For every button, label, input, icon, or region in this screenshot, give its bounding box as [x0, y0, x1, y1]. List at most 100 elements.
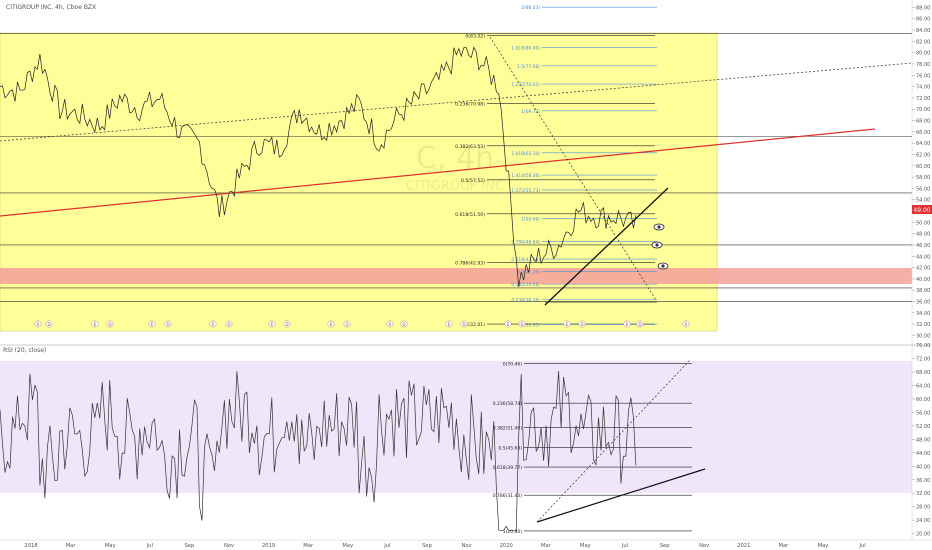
- event-marker: [106, 320, 114, 328]
- price-tick-label: 68.00: [916, 119, 930, 125]
- event-marker: [623, 320, 631, 328]
- watermark-name: CITIGROUP INC: [406, 179, 504, 194]
- rsi-tick-label: 24.00: [916, 518, 930, 524]
- fib-ext-label: 0.618(43.50): [511, 257, 540, 263]
- time-axis-label: 2021: [737, 543, 750, 549]
- rsi-tick-label: 20.00: [916, 532, 930, 538]
- rsi-fib-label: 1(20.80): [503, 529, 523, 535]
- rsi-fib-label: 0.618(39.77): [493, 465, 523, 471]
- event-marker-label: D: [462, 322, 465, 327]
- fib-ext-label: 0(31.95): [521, 322, 540, 328]
- event-marker-label: D: [108, 322, 111, 327]
- time-axis: 2018 Mar May Jul Sep Nov 2019 Mar May Jul Sep Nov 20…: [0, 539, 932, 549]
- time-axis-label: May: [818, 543, 829, 549]
- time-axis-label: May: [580, 543, 591, 549]
- event-marker: [445, 320, 453, 328]
- event-marker: [91, 320, 99, 328]
- time-axis-label: 2019: [262, 543, 275, 549]
- rsi-tick-label: 56.00: [916, 410, 930, 416]
- yellow-highlight-zone: [0, 32, 718, 332]
- event-marker: [225, 320, 233, 328]
- event-marker: [578, 320, 586, 328]
- price-tick-label: 60.00: [916, 164, 930, 170]
- current-price-badge: [912, 205, 932, 214]
- price-panel: 0(83.02) 0.236(70.98) 0.382(63.53) 0.5(57.5…: [0, 5, 913, 332]
- price-tick-label: 58.00: [916, 175, 930, 181]
- fib-main-label: 0(83.02): [465, 34, 485, 40]
- rsi-tick-label: 52.00: [916, 424, 930, 430]
- dotted-trendline: [0, 62, 913, 142]
- price-tick-label: 38.00: [916, 288, 930, 294]
- event-marker-label: E: [626, 322, 629, 327]
- eye-pupil: [661, 264, 665, 268]
- price-tick-label: 74.00: [916, 85, 930, 91]
- fib-ext-label: 1(50.66): [521, 217, 540, 223]
- fib-ext-label: 2(88.03): [521, 5, 540, 11]
- event-marker-label: D: [402, 322, 405, 327]
- rsi-tick-label: 28.00: [916, 505, 930, 511]
- price-tick-label: 46.00: [916, 243, 930, 249]
- time-axis-label: 2020: [500, 543, 513, 549]
- rsi-tick-label: 40.00: [916, 464, 930, 470]
- price-tick-label: 32.00: [916, 322, 930, 328]
- rsi-axis: 20.00 24.00 28.00 32.00 36.00 40.00 44.00 48.00…: [911, 343, 930, 540]
- event-marker: [400, 320, 408, 328]
- rsi-tick-label: 44.00: [916, 451, 930, 457]
- price-tick-label: 78.00: [916, 62, 930, 68]
- event-marker-label: E: [212, 322, 215, 327]
- event-marker-label: D: [166, 322, 169, 327]
- event-marker: [164, 320, 172, 328]
- fib-ext-label: 1(69.72): [521, 109, 540, 115]
- price-tick-label: 84.00: [916, 28, 930, 34]
- fib-ext-label: 0.236(36.36): [511, 297, 540, 303]
- event-marker-label: E: [566, 322, 569, 327]
- price-tick-label: 30.00: [916, 333, 930, 339]
- rsi-tick-label: 72.00: [916, 357, 930, 363]
- price-tick-label: 44.00: [916, 254, 930, 260]
- rsi-panel: RSI (20, close) 0(70.46) 0.236(58.74) 0.38…: [0, 347, 912, 535]
- event-marker-label: D: [47, 322, 50, 327]
- event-marker: [283, 320, 291, 328]
- event-marker-label: E: [37, 322, 40, 327]
- fib-ext-label: 1.272(55.73): [511, 188, 540, 194]
- price-tick-label: 72.00: [916, 96, 930, 102]
- event-marker-label: D: [345, 322, 348, 327]
- price-tick-label: 50.00: [916, 220, 930, 226]
- rsi-fib-label: 0(70.46): [503, 362, 523, 368]
- event-marker-label: E: [271, 322, 274, 327]
- fib-retracement-main: 0(83.02) 0.236(70.98) 0.382(63.53) 0.5(57.5…: [455, 34, 655, 328]
- rsi-fib-levels: 0(70.46) 0.236(58.74) 0.382(51.49) 0.5(45.6…: [493, 362, 692, 535]
- price-tick-label: 88.00: [916, 5, 930, 11]
- fib-main-label: 0.382(63.53): [455, 144, 485, 150]
- rsi-tick-label: 48.00: [916, 437, 930, 443]
- time-axis-label: Sep: [185, 543, 195, 549]
- fib-ext-label: 0.382(39.08): [511, 282, 540, 288]
- rsi-title: RSI (20, close): [3, 347, 46, 354]
- price-tick-label: 76.00: [916, 73, 930, 79]
- fib-main-label: 0.618(51.50): [455, 212, 485, 218]
- price-tick-label: 80.00: [916, 51, 930, 57]
- time-axis-label: Mar: [303, 543, 314, 549]
- price-tick-label: 62.00: [916, 152, 930, 158]
- rsi-fib-label: 0.786(31.43): [493, 493, 523, 499]
- fib-main-label: 1(32.01): [465, 322, 485, 328]
- eye-markers: [651, 223, 669, 270]
- event-marker-label: E: [151, 322, 154, 327]
- event-marker: [636, 320, 644, 328]
- event-marker: [518, 320, 526, 328]
- event-marker-label: E: [94, 322, 97, 327]
- time-axis-label: Sep: [422, 543, 432, 549]
- time-axis-label: 2018: [24, 543, 37, 549]
- rsi-tick-label: 64.00: [916, 383, 930, 389]
- fib-ext-label: 1.618(80.90): [511, 46, 540, 52]
- event-marker-label: E: [507, 322, 510, 327]
- price-tick-label: 34.00: [916, 311, 930, 317]
- rsi-trendline: [536, 468, 706, 523]
- price-axis: 30.00 32.00 34.00 36.00 38.00 40.00 42.00 44.00…: [911, 0, 932, 345]
- time-axis-label: Jul: [858, 543, 865, 549]
- price-tick-label: 70.00: [916, 107, 930, 113]
- fib-ext-label: 1.414(58.36): [511, 173, 540, 179]
- event-marker: [148, 320, 156, 328]
- price-tick-label: 40.00: [916, 277, 930, 283]
